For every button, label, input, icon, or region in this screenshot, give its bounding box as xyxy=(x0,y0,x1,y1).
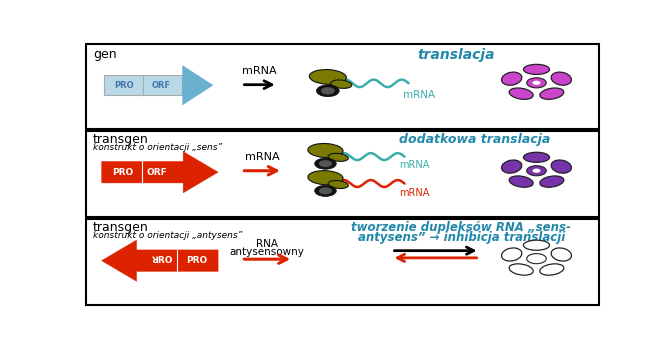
Ellipse shape xyxy=(502,72,522,85)
Ellipse shape xyxy=(540,264,564,275)
Circle shape xyxy=(317,85,339,97)
Text: RNA: RNA xyxy=(257,239,279,249)
Circle shape xyxy=(526,254,546,264)
Bar xyxy=(86,131,599,217)
Text: translacja: translacja xyxy=(418,48,495,62)
Text: transgen: transgen xyxy=(93,221,148,234)
Text: mRNA: mRNA xyxy=(244,152,279,162)
Ellipse shape xyxy=(308,144,343,157)
Text: PRO: PRO xyxy=(115,81,134,90)
Ellipse shape xyxy=(524,64,550,74)
Text: mRNA: mRNA xyxy=(403,90,436,100)
Text: antysensowny: antysensowny xyxy=(230,247,305,257)
Circle shape xyxy=(315,158,336,169)
Text: mRNA: mRNA xyxy=(242,66,277,76)
Ellipse shape xyxy=(509,264,533,275)
Ellipse shape xyxy=(328,181,348,189)
Polygon shape xyxy=(102,152,218,193)
Bar xyxy=(86,44,599,129)
Circle shape xyxy=(526,78,546,88)
Ellipse shape xyxy=(509,176,533,187)
Ellipse shape xyxy=(551,248,571,261)
Ellipse shape xyxy=(551,72,571,85)
Circle shape xyxy=(526,166,546,176)
Polygon shape xyxy=(102,240,218,281)
Text: konstrukt o orientacji „antysens”: konstrukt o orientacji „antysens” xyxy=(93,231,242,240)
Text: ORF: ORF xyxy=(147,168,168,177)
Circle shape xyxy=(532,81,540,85)
Text: ORF: ORF xyxy=(152,81,171,90)
Text: gen: gen xyxy=(93,48,116,61)
Ellipse shape xyxy=(502,160,522,173)
Text: transgen: transgen xyxy=(93,134,148,146)
Ellipse shape xyxy=(308,171,343,185)
Circle shape xyxy=(319,161,332,167)
Circle shape xyxy=(321,87,335,94)
Text: mRNA: mRNA xyxy=(399,188,430,198)
Ellipse shape xyxy=(524,240,550,250)
Ellipse shape xyxy=(524,152,550,162)
Circle shape xyxy=(319,188,332,194)
Ellipse shape xyxy=(551,160,571,173)
Text: konstrukt o orientacji „sens”: konstrukt o orientacji „sens” xyxy=(93,143,222,152)
Ellipse shape xyxy=(540,88,564,99)
Text: mRNA: mRNA xyxy=(399,160,430,170)
Text: ꓤRO: ꓤRO xyxy=(152,256,174,265)
Bar xyxy=(86,219,599,305)
Circle shape xyxy=(532,169,540,173)
Ellipse shape xyxy=(328,153,348,161)
Ellipse shape xyxy=(540,176,564,187)
Ellipse shape xyxy=(502,248,522,261)
Polygon shape xyxy=(182,65,213,105)
Text: antysens” → inhibicja translacji: antysens” → inhibicja translacji xyxy=(358,231,565,244)
Text: PRO: PRO xyxy=(186,256,208,265)
Ellipse shape xyxy=(331,80,352,88)
Ellipse shape xyxy=(309,70,347,84)
Text: PRO: PRO xyxy=(112,168,134,177)
Ellipse shape xyxy=(509,88,533,99)
Circle shape xyxy=(315,185,336,197)
Text: tworzenie dupleksów RNA „sens-: tworzenie dupleksów RNA „sens- xyxy=(351,221,571,234)
Bar xyxy=(104,75,182,95)
Text: dodatkowa translacja: dodatkowa translacja xyxy=(399,134,550,146)
